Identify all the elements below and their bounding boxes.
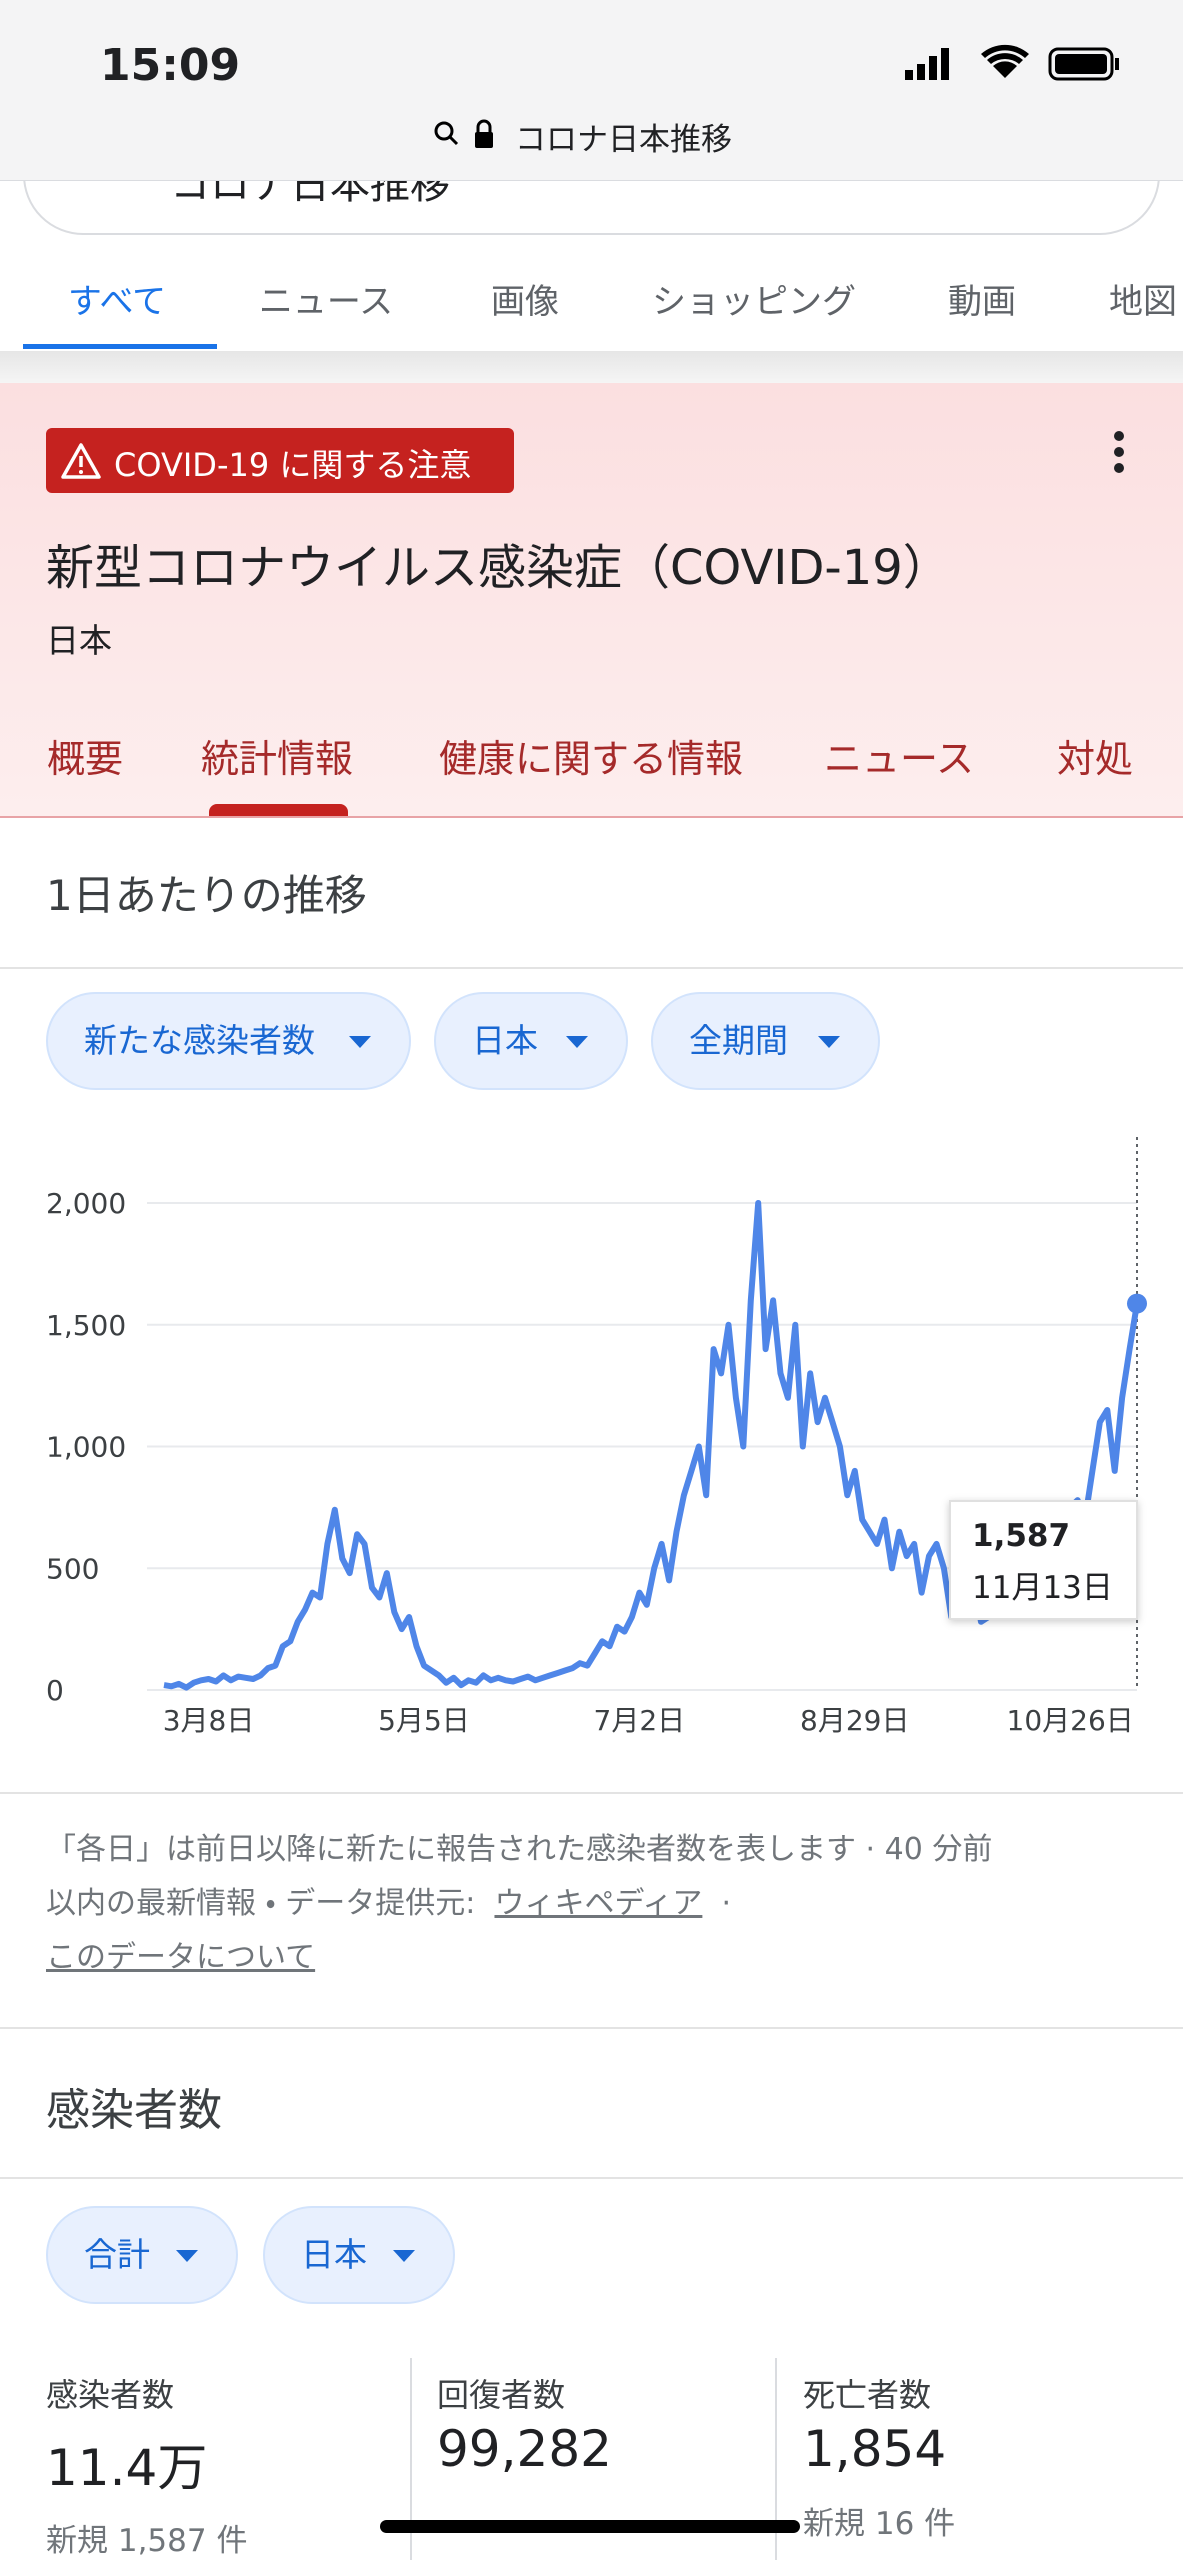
filter-chip[interactable]: 全期間 — [651, 992, 880, 1090]
status-icons — [905, 44, 1119, 81]
stat-value: 11.4万 — [46, 2439, 208, 2497]
card-region: 日本 — [46, 621, 112, 660]
tab[interactable]: ニュース — [258, 282, 394, 322]
card-tab[interactable]: 統計情報 — [200, 737, 354, 781]
url-icons — [434, 119, 493, 148]
chart: 0 500 1,000 1,500 2,000 3月8日 5月5日 7月2日 8月29日 10月2… — [46, 1137, 1147, 1737]
y-tick-label: 0 — [46, 1674, 64, 1707]
divider — [0, 967, 1183, 969]
y-tick-label: 500 — [46, 1552, 99, 1585]
about-link[interactable]: このデータについて — [46, 1940, 316, 1975]
source-link[interactable]: ウィキペディア — [494, 1886, 703, 1921]
filter-chip[interactable]: 新たな感染者数 — [46, 992, 411, 1090]
tab[interactable]: すべて — [67, 282, 167, 322]
filter-chip[interactable]: 日本 — [263, 2206, 455, 2304]
y-tick-label: 1,000 — [46, 1431, 126, 1464]
tab-indicator — [23, 344, 217, 349]
tooltip-value: 1,587 — [972, 1518, 1070, 1554]
separator: · — [721, 1886, 731, 1921]
x-tick-label: 7月2日 — [594, 1704, 686, 1737]
card-tab[interactable]: 健康に関する情報 — [438, 737, 744, 781]
stat-label: 死亡者数 — [803, 2376, 932, 2414]
divider — [0, 351, 1183, 383]
url-text: コロナ日本推移 — [515, 122, 732, 158]
footer-note: 「各日」は前日以降に新たに報告された感染者数を表します · 40 分前 — [46, 1832, 993, 1867]
stat-label: 回復者数 — [437, 2376, 566, 2414]
tab[interactable]: 画像 — [491, 282, 559, 322]
tab[interactable]: ショッピング — [652, 282, 856, 322]
card-title: 新型コロナウイルス感染症（COVID-19） — [46, 540, 951, 596]
card-tab[interactable]: 概要 — [46, 737, 124, 781]
card-tab[interactable]: 対処 — [1056, 737, 1134, 781]
divider — [410, 2358, 412, 2560]
filter-chip[interactable]: 日本 — [434, 992, 628, 1090]
section-heading: 感染者数 — [46, 2085, 222, 2136]
card-tab[interactable]: ニュース — [823, 737, 975, 781]
alert-text: COVID-19 に関する注意 — [114, 446, 472, 484]
divider — [775, 2358, 777, 2560]
stat-value: 99,282 — [437, 2420, 612, 2478]
alert-badge[interactable]: COVID-19 に関する注意 — [46, 428, 514, 493]
divider — [0, 2027, 1183, 2029]
hover-point — [1127, 1293, 1147, 1314]
y-tick-label: 2,000 — [46, 1187, 126, 1220]
stat-value: 1,854 — [803, 2420, 947, 2478]
x-tick-label: 3月8日 — [163, 1704, 255, 1737]
footer-text: 以内の最新情報 ・ データ提供元: — [46, 1886, 476, 1921]
divider — [0, 2177, 1183, 2179]
alert-icon — [61, 443, 101, 479]
tab[interactable]: 地図 — [1109, 282, 1177, 322]
tab[interactable]: 動画 — [948, 282, 1016, 322]
menu-button[interactable] — [1108, 430, 1130, 478]
home-indicator — [380, 2520, 800, 2533]
tooltip-box — [949, 1500, 1138, 1620]
x-tick-label: 5月5日 — [378, 1704, 470, 1737]
stat-label: 感染者数 — [46, 2376, 175, 2414]
divider — [0, 1792, 1183, 1794]
stat-note: 新規 16 件 — [803, 2506, 956, 2542]
browser-header: 15:09 コロナ日本推移 — [0, 0, 1183, 181]
stat-note: 新規 1,587 件 — [46, 2523, 248, 2559]
filter-chip[interactable]: 合計 — [46, 2206, 238, 2304]
section-heading: 1日あたりの推移 — [46, 871, 367, 920]
x-tick-label: 10月26日 — [1007, 1704, 1134, 1737]
tooltip-date: 11月13日 — [972, 1570, 1113, 1606]
x-tick-label: 8月29日 — [800, 1704, 909, 1737]
footer-note: 以内の最新情報 ・ データ提供元: ウィキペディア · — [46, 1878, 731, 1922]
card-tab-indicator — [209, 804, 348, 816]
status-time: 15:09 — [100, 40, 241, 91]
y-tick-label: 1,500 — [46, 1309, 126, 1342]
tooltip: 1,587 11月13日 — [949, 1500, 1138, 1620]
